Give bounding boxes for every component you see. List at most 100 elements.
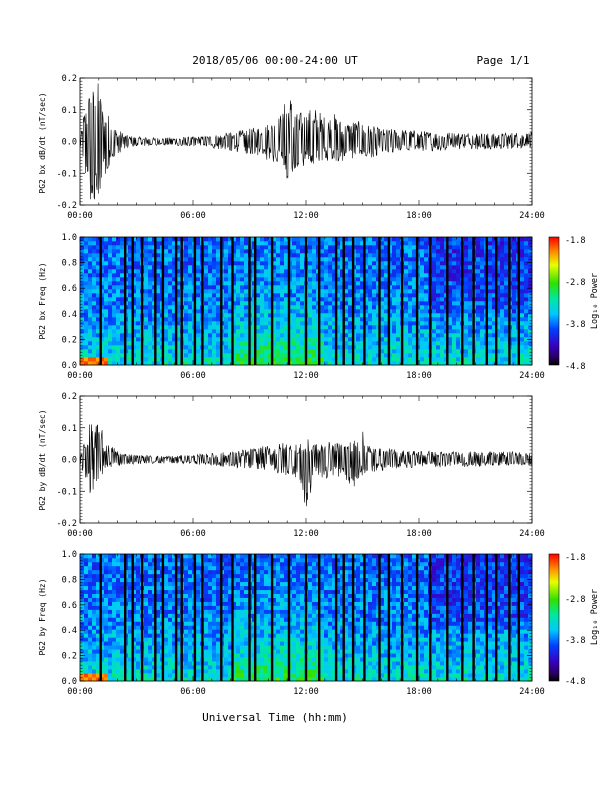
panel-bx-spectrogram-cell — [264, 281, 269, 286]
panel-bx-spectrogram-cell — [172, 353, 177, 358]
panel-bx-spectrogram-cell — [236, 281, 241, 286]
panel-bx-spectrogram-cell — [164, 341, 169, 346]
panel-bx-dbdt-ytick-label: -0.2 — [57, 201, 77, 211]
panel-bx-spectrogram-cell — [204, 281, 209, 286]
panel-bx-spectrogram-cell — [244, 241, 249, 246]
panel-bx-spectrogram-cell — [340, 341, 345, 346]
panel-bx-spectrogram-cell — [376, 241, 381, 246]
panel-bx-spectrogram-cell — [384, 265, 389, 270]
panel-bx-spectrogram-cell — [404, 285, 409, 290]
panel-bx-spectrogram-cell — [240, 329, 245, 334]
panel-bx-spectrogram-cell — [92, 349, 97, 354]
panel-bx-spectrogram-cell — [340, 289, 345, 294]
panel-bx-spectrogram-cell — [136, 269, 141, 274]
panel-by-spectrogram-cell — [120, 558, 125, 563]
panel-bx-spectrogram-cell — [196, 249, 201, 254]
panel-bx-spectrogram-cell — [184, 293, 189, 298]
panel-bx-spectrogram-cell — [328, 289, 333, 294]
panel-bx-spectrogram-cell — [440, 241, 445, 246]
panel-bx-spectrogram-cell — [448, 289, 453, 294]
panel-bx-spectrogram-cell — [380, 357, 385, 362]
panel-by-spectrogram-cell — [112, 577, 117, 583]
panel-by-spectrogram-cell — [108, 677, 113, 682]
panel-bx-spectrogram-cell — [168, 305, 173, 310]
panel-bx-spectrogram-cell — [196, 281, 201, 286]
panel-by-spectrogram-cell — [156, 617, 161, 622]
panel-bx-spectrogram-cell — [440, 361, 445, 366]
panel-bx-spectrogram-cell — [524, 341, 529, 346]
panel-by-spectrogram-cell — [176, 585, 181, 591]
panel-by-spectrogram-cell — [132, 617, 137, 622]
panel-bx-spectrogram-cell — [396, 249, 401, 254]
panel-by-spectrogram-cell — [168, 554, 173, 559]
panel-bx-spectrogram-cell — [372, 353, 377, 358]
panel-bx-spectrogram-cell — [364, 277, 369, 282]
panel-bx-spectrogram-cell — [216, 273, 221, 278]
panel-bx-spectrogram-cell — [420, 333, 425, 338]
panel-by-spectrogram-cell — [116, 558, 121, 563]
panel-bx-spectrogram-cell — [372, 301, 377, 306]
panel-bx-spectrogram-cell — [332, 265, 337, 270]
panel-by-spectrogram-cell — [132, 565, 137, 571]
panel-bx-spectrogram-cell — [156, 321, 161, 326]
panel-bx-spectrogram-cell — [476, 253, 481, 258]
panel-by-spectrogram-cell — [144, 569, 149, 575]
panel-by-spectrogram-cell — [108, 609, 113, 614]
panel-by-spectrogram-cell — [112, 558, 117, 563]
panel-bx-spectrogram-cell — [452, 349, 457, 354]
panel-bx-spectrogram-cell — [468, 269, 473, 274]
panel-bx-spectrogram-cell — [464, 309, 469, 314]
panel-bx-spectrogram-cell — [392, 321, 397, 326]
panel-bx-spectrogram-cell — [348, 313, 353, 318]
panel-bx-spectrogram-cell — [348, 341, 353, 346]
panel-by-spectrogram-cell — [88, 617, 93, 622]
panel-bx-spectrogram-cell — [496, 281, 501, 286]
panel-bx-spectrogram-cell — [468, 321, 473, 326]
panel-bx-spectrogram-cell — [264, 349, 269, 354]
panel-by-spectrogram-cell — [132, 649, 137, 654]
panel-bx-spectrogram-cell — [356, 349, 361, 354]
panel-by-spectrogram-cell — [168, 661, 173, 666]
panel-bx-spectrogram-cell — [92, 261, 97, 266]
panel-bx-spectrogram-cell — [208, 285, 213, 290]
panel-bx-spectrogram-cell — [104, 245, 109, 250]
panel-bx-spectrogram-cell — [268, 333, 273, 338]
panel-bx-spectrogram-cell — [268, 293, 273, 298]
panel-bx-spectrogram-cell — [340, 349, 345, 354]
panel-bx-spectrogram-cell — [424, 313, 429, 318]
panel-bx-spectrogram-cell — [328, 341, 333, 346]
panel-bx-spectrogram-cell — [128, 297, 133, 302]
panel-bx-spectrogram-cell — [296, 237, 301, 242]
panel-bx-spectrogram-cell — [272, 249, 277, 254]
panel-by-spectrogram-cell — [164, 569, 169, 575]
panel-bx-spectrogram-cell — [280, 265, 285, 270]
panel-bx-spectrogram-cell — [456, 337, 461, 342]
panel-bx-spectrogram-cell — [236, 353, 241, 358]
panel-bx-spectrogram-cell — [436, 357, 441, 362]
panel-bx-spectrogram-cell — [280, 253, 285, 258]
panel-by-spectrogram-cell — [100, 573, 105, 579]
panel-bx-spectrogram-cell — [492, 309, 497, 314]
panel-bx-spectrogram-cell — [468, 333, 473, 338]
panel-bx-spectrogram-cell — [240, 297, 245, 302]
panel-bx-spectrogram-cell — [148, 269, 153, 274]
panel-bx-spectrogram-cell — [324, 261, 329, 266]
panel-by-spectrogram-cell — [148, 653, 153, 658]
panel-bx-spectrogram-cell — [404, 341, 409, 346]
panel-bx-spectrogram-cell — [84, 317, 89, 322]
panel-bx-spectrogram-cell — [136, 273, 141, 278]
panel-by-spectrogram-cell — [188, 665, 193, 670]
panel-by-spectrogram-cell — [172, 573, 177, 579]
panel-bx-spectrogram-cell — [464, 261, 469, 266]
panel-bx-spectrogram-cell — [232, 297, 237, 302]
panel-bx-spectrogram-cell — [332, 241, 337, 246]
panel-bx-spectrogram-cell — [464, 245, 469, 250]
panel-bx-spectrogram-cell — [320, 261, 325, 266]
panel-bx-spectrogram-cell — [512, 261, 517, 266]
panel-bx-spectrogram-cell — [476, 237, 481, 242]
panel-by-spectrogram-cell — [144, 558, 149, 563]
panel-bx-spectrogram-cell — [356, 289, 361, 294]
panel-bx-spectrogram-cell — [492, 329, 497, 334]
panel-bx-spectrogram-cell — [492, 321, 497, 326]
panel-bx-spectrogram-cell — [120, 289, 125, 294]
